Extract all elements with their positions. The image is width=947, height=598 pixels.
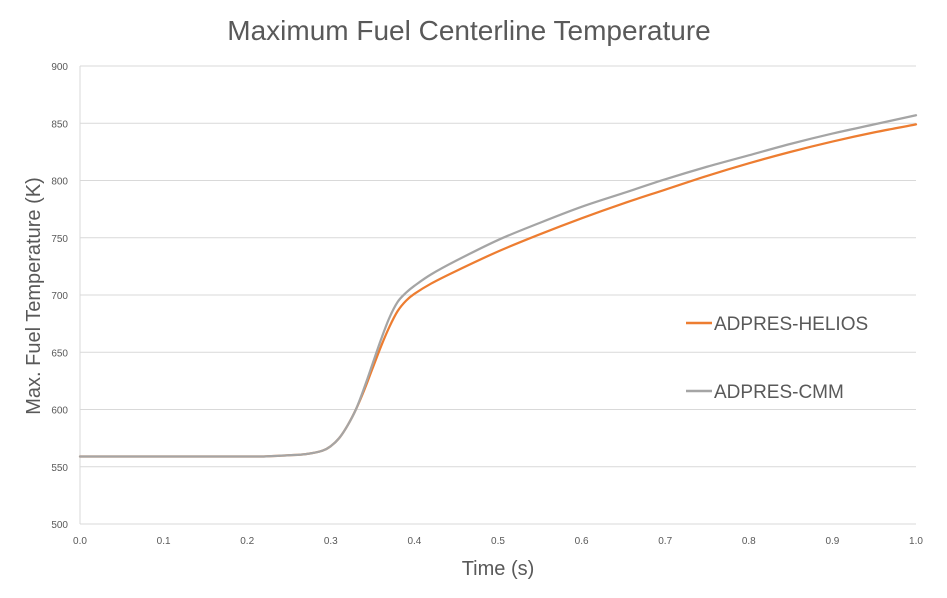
x-tick-label: 0.0 (73, 536, 87, 547)
series-lines (78, 114, 918, 458)
series-line-adpres-cmm (78, 114, 918, 458)
x-tick-label: 0.6 (575, 536, 589, 547)
x-tick-label: 0.8 (742, 536, 756, 547)
y-tick-labels: 500 550 600 650 700 750 800 850 900 (51, 62, 68, 531)
y-tick-label: 550 (51, 463, 68, 474)
x-axis-title: Time (s) (462, 558, 535, 580)
y-tick-label: 900 (51, 62, 68, 73)
y-tick-label: 750 (51, 234, 68, 245)
y-tick-label: 800 (51, 177, 68, 188)
y-tick-label: 650 (51, 348, 68, 359)
x-tick-label: 0.4 (407, 536, 421, 547)
x-tick-label: 0.7 (658, 536, 672, 547)
legend: ADPRES-HELIOS ADPRES-CMM (686, 314, 868, 403)
x-tick-labels: 0.0 0.1 0.2 0.3 0.4 0.5 0.6 0.7 0.8 0.9 1.0 (73, 536, 923, 547)
x-tick-label: 0.5 (491, 536, 505, 547)
gridlines (80, 65, 916, 468)
legend-label-helios: ADPRES-HELIOS (714, 314, 868, 335)
y-axis-title: Max. Fuel Temperature (K) (23, 177, 45, 415)
x-tick-label: 0.9 (825, 536, 839, 547)
y-tick-label: 500 (51, 520, 68, 531)
chart-title: Maximum Fuel Centerline Temperature (227, 15, 710, 46)
y-tick-label: 600 (51, 406, 68, 417)
x-tick-label: 0.1 (157, 536, 171, 547)
legend-label-cmm: ADPRES-CMM (714, 382, 844, 403)
x-tick-label: 0.2 (240, 536, 254, 547)
y-tick-label: 850 (51, 119, 68, 130)
x-tick-label: 1.0 (909, 536, 923, 547)
x-tick-label: 0.3 (324, 536, 338, 547)
y-tick-label: 700 (51, 291, 68, 302)
